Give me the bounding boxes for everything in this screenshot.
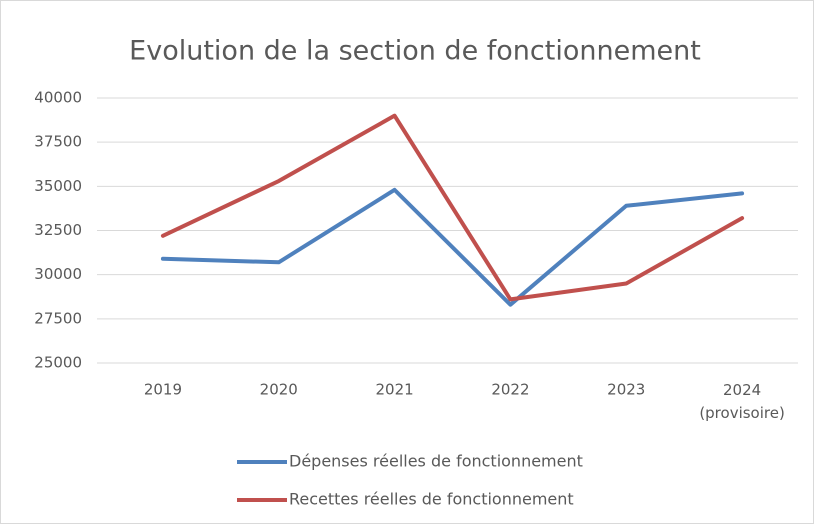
x-tick-label: 2024 (provisoire): [699, 381, 785, 422]
y-tick-label: 40000: [34, 89, 82, 107]
legend-label: Recettes réelles de fonctionnement: [289, 490, 574, 509]
y-tick-label: 37500: [34, 133, 82, 151]
series-line: [160, 187, 745, 307]
x-tick-label: 2019: [144, 381, 182, 399]
x-tick-label: 2021: [375, 381, 413, 399]
y-tick-label: 25000: [34, 354, 82, 372]
x-tick-label: 2022: [491, 381, 529, 399]
legend-label: Dépenses réelles de fonctionnement: [289, 452, 583, 471]
x-tick-label: 2020: [260, 381, 298, 399]
x-tick-label: 2023: [607, 381, 645, 399]
chart-title: Evolution de la section de fonctionnemen…: [129, 36, 701, 67]
y-tick-label: 32500: [34, 221, 82, 239]
y-tick-label: 35000: [34, 177, 82, 195]
y-tick-label: 27500: [34, 309, 82, 327]
series-line: [160, 113, 745, 302]
y-tick-label: 30000: [34, 265, 82, 283]
